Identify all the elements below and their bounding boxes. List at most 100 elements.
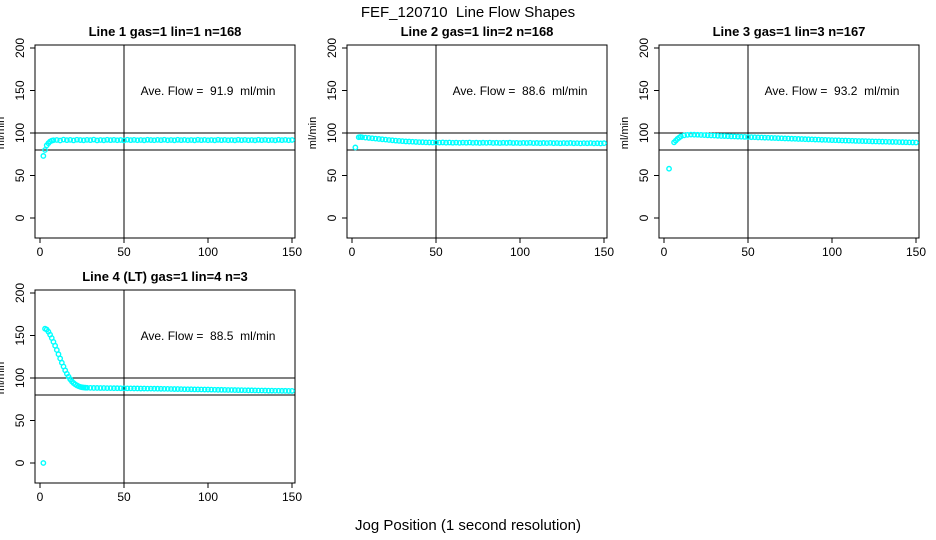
y-axis-title: ml/min bbox=[0, 362, 7, 394]
y-tick-label: 50 bbox=[13, 414, 27, 428]
data-point bbox=[382, 136, 389, 143]
data-point bbox=[859, 138, 866, 144]
data-point bbox=[178, 137, 185, 144]
data-point bbox=[530, 140, 537, 147]
data-point bbox=[470, 139, 476, 146]
data-point bbox=[889, 139, 896, 145]
y-tick-label: 0 bbox=[13, 214, 27, 221]
data-point bbox=[466, 139, 473, 146]
data-point bbox=[147, 385, 154, 392]
data-points bbox=[666, 131, 919, 172]
data-point bbox=[822, 136, 829, 143]
data-point bbox=[365, 135, 372, 141]
data-point bbox=[191, 137, 198, 144]
data-point bbox=[456, 139, 463, 146]
data-point bbox=[681, 132, 688, 139]
data-point bbox=[597, 140, 604, 147]
data-point bbox=[154, 136, 161, 143]
data-point bbox=[174, 386, 181, 392]
data-point bbox=[285, 388, 292, 394]
data-points bbox=[40, 136, 295, 159]
data-point bbox=[691, 131, 698, 138]
panel-1-title: Line 1 gas=1 lin=1 n=168 bbox=[88, 24, 242, 39]
data-point bbox=[211, 137, 218, 144]
data-point bbox=[90, 385, 97, 391]
data-point bbox=[540, 140, 547, 146]
x-tick-label: 50 bbox=[429, 245, 443, 259]
data-point bbox=[580, 140, 587, 147]
panel-4-title: Line 4 (LT) gas=1 lin=4 n=3 bbox=[82, 269, 248, 284]
data-point bbox=[141, 137, 148, 144]
y-axis-title: ml/min bbox=[307, 117, 319, 149]
y-tick-label: 50 bbox=[637, 169, 651, 183]
data-point bbox=[161, 136, 168, 143]
data-point bbox=[419, 139, 426, 146]
data-point bbox=[825, 137, 832, 143]
panel-3-annotation: Ave. Flow = 93.2 ml/min bbox=[764, 84, 900, 98]
data-point bbox=[446, 139, 453, 146]
panel-2-title: Line 2 gas=1 lin=2 n=168 bbox=[400, 24, 554, 39]
data-point bbox=[666, 165, 672, 172]
data-point bbox=[869, 138, 876, 145]
data-point bbox=[87, 384, 94, 391]
data-point bbox=[687, 131, 694, 138]
data-point bbox=[473, 139, 480, 146]
data-point bbox=[107, 385, 114, 392]
data-point bbox=[282, 136, 289, 143]
data-point bbox=[591, 140, 597, 147]
data-point bbox=[154, 385, 161, 392]
data-point bbox=[97, 385, 104, 391]
data-point bbox=[755, 134, 761, 141]
data-point bbox=[195, 136, 201, 143]
data-point bbox=[423, 139, 429, 146]
data-point bbox=[510, 140, 517, 146]
panel-1-plot: 0 50 100 150 0 50 100 150 200 ml/min bbox=[0, 38, 302, 259]
data-point bbox=[835, 137, 842, 144]
x-tick-label: 150 bbox=[594, 245, 614, 259]
data-point bbox=[252, 387, 258, 394]
data-point bbox=[490, 140, 497, 146]
data-point bbox=[839, 137, 845, 144]
y-tick-label: 200 bbox=[13, 38, 27, 58]
data-point bbox=[242, 136, 248, 143]
data-point bbox=[104, 385, 111, 392]
data-point bbox=[812, 136, 819, 143]
data-point bbox=[258, 137, 265, 144]
data-point bbox=[788, 135, 795, 142]
data-point bbox=[265, 387, 272, 394]
data-point bbox=[147, 137, 154, 143]
data-point bbox=[798, 136, 805, 142]
data-point bbox=[114, 137, 121, 144]
data-point bbox=[587, 140, 594, 146]
data-point bbox=[184, 137, 191, 144]
data-point bbox=[486, 139, 493, 146]
data-point bbox=[584, 140, 591, 147]
data-point bbox=[379, 136, 386, 143]
data-point bbox=[97, 137, 104, 143]
data-point bbox=[483, 139, 490, 146]
data-point bbox=[802, 136, 809, 143]
data-point bbox=[701, 132, 708, 139]
data-point bbox=[738, 133, 745, 140]
plot-frame bbox=[34, 44, 296, 239]
data-point bbox=[503, 140, 510, 146]
data-point bbox=[708, 132, 714, 139]
y-tick-label: 100 bbox=[637, 123, 651, 143]
data-point bbox=[714, 132, 721, 139]
data-point bbox=[399, 138, 406, 145]
data-point bbox=[215, 136, 221, 143]
data-point bbox=[436, 139, 443, 146]
data-point bbox=[242, 387, 248, 394]
data-point bbox=[369, 135, 376, 142]
y-tick-label: 100 bbox=[13, 123, 27, 143]
data-point bbox=[570, 140, 577, 147]
data-point bbox=[748, 134, 755, 141]
data-point bbox=[90, 136, 97, 143]
y-axis-title: ml/min bbox=[619, 117, 631, 149]
panel-3-plot: 0 50 100 150 0 50 100 150 200 ml/min bbox=[619, 38, 926, 259]
data-point bbox=[137, 137, 144, 143]
data-point bbox=[735, 133, 741, 140]
data-point bbox=[433, 139, 439, 146]
data-point bbox=[158, 385, 164, 392]
